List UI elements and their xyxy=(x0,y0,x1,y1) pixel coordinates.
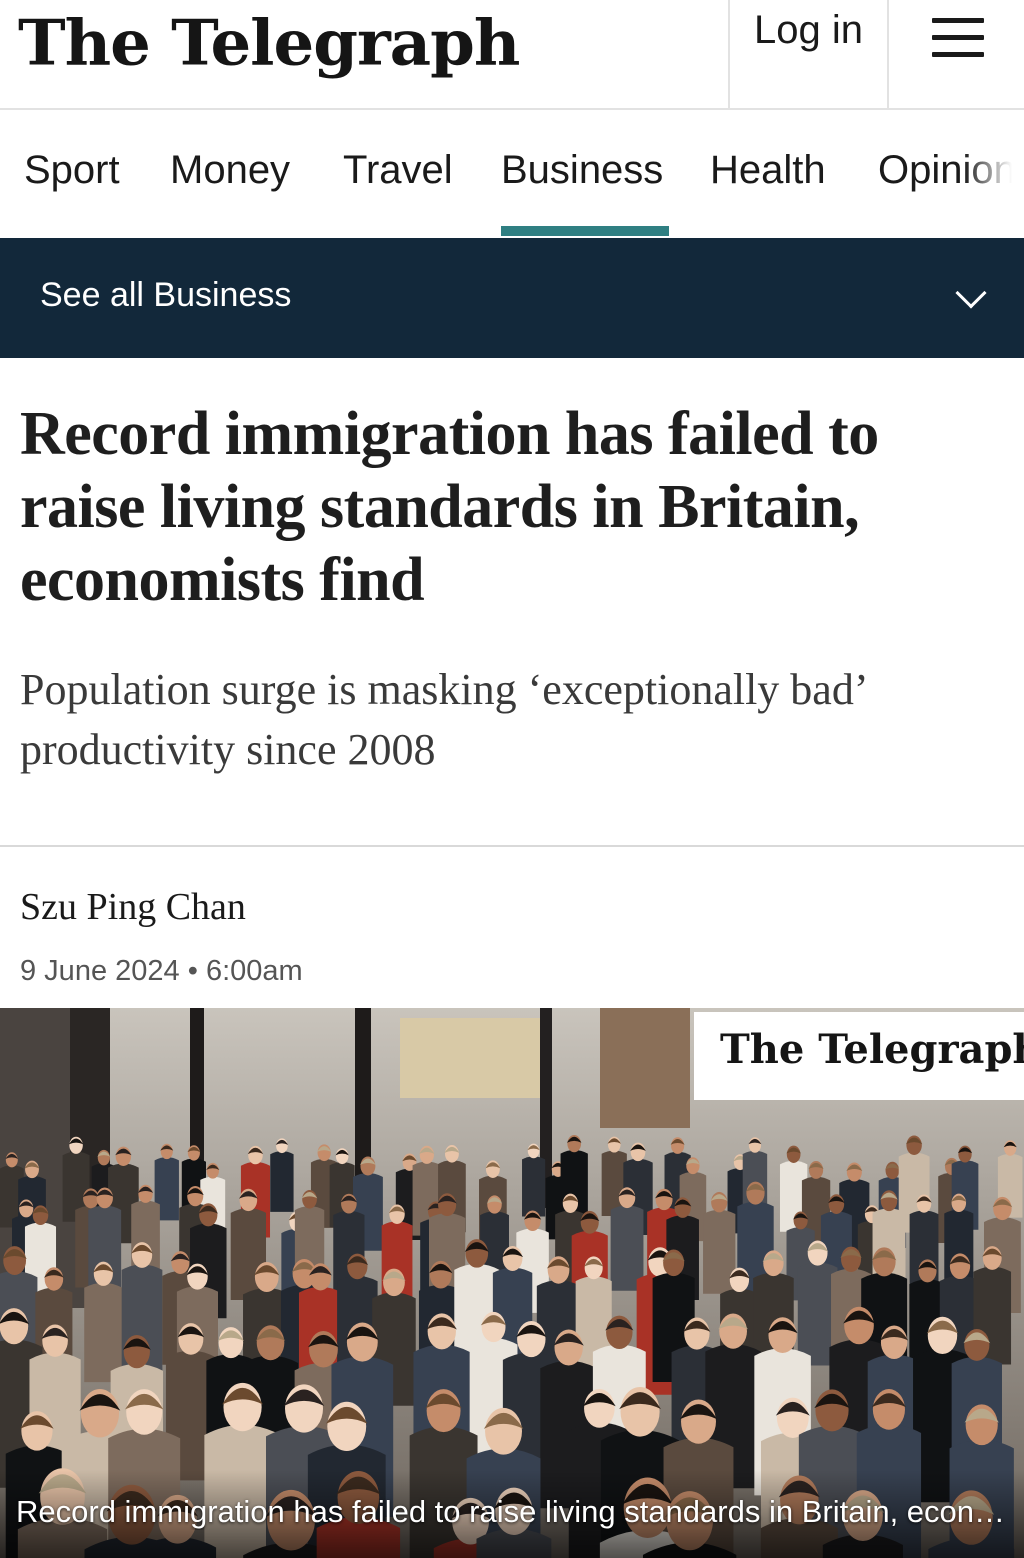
login-button[interactable]: Log in xyxy=(728,0,889,108)
caption-gradient xyxy=(0,1470,1024,1558)
nav-fade xyxy=(964,110,1024,238)
nav-item-travel[interactable]: Travel xyxy=(343,148,453,192)
see-all-business-bar[interactable]: See all Business xyxy=(0,238,1024,358)
hamburger-menu-icon[interactable] xyxy=(920,18,990,58)
site-header: The Telegraph Log in xyxy=(0,0,1024,110)
image-watermark-text: The Telegraph xyxy=(720,1026,1024,1073)
divider xyxy=(0,845,1024,847)
article-dateline: 9 June 2024 • 6:00am xyxy=(20,955,303,988)
article-author[interactable]: Szu Ping Chan xyxy=(20,886,246,928)
active-tab-indicator xyxy=(501,226,669,236)
nav-item-money[interactable]: Money xyxy=(170,148,291,192)
article-headline: Record immigration has failed to raise l… xyxy=(20,400,879,614)
image-watermark-logo: The Telegraph xyxy=(694,1012,1024,1100)
see-all-business-label: See all Business xyxy=(40,276,292,314)
article-time: 6:00am xyxy=(205,955,303,987)
nav-item-health[interactable]: Health xyxy=(710,148,826,192)
dateline-separator: • xyxy=(187,955,206,987)
image-caption: Record immigration has failed to raise l… xyxy=(16,1494,1006,1529)
nav-item-business[interactable]: Business xyxy=(501,148,664,192)
nav-item-sport[interactable]: Sport xyxy=(24,148,120,192)
article-standfirst: Population surge is masking ‘exceptional… xyxy=(20,665,866,774)
article-date: 9 June 2024 xyxy=(20,955,180,987)
section-nav: Sport Money Travel Business Health Opini… xyxy=(0,110,1024,238)
site-logo[interactable]: The Telegraph xyxy=(18,6,520,81)
crowd-photo-illustration xyxy=(0,1008,1024,1558)
